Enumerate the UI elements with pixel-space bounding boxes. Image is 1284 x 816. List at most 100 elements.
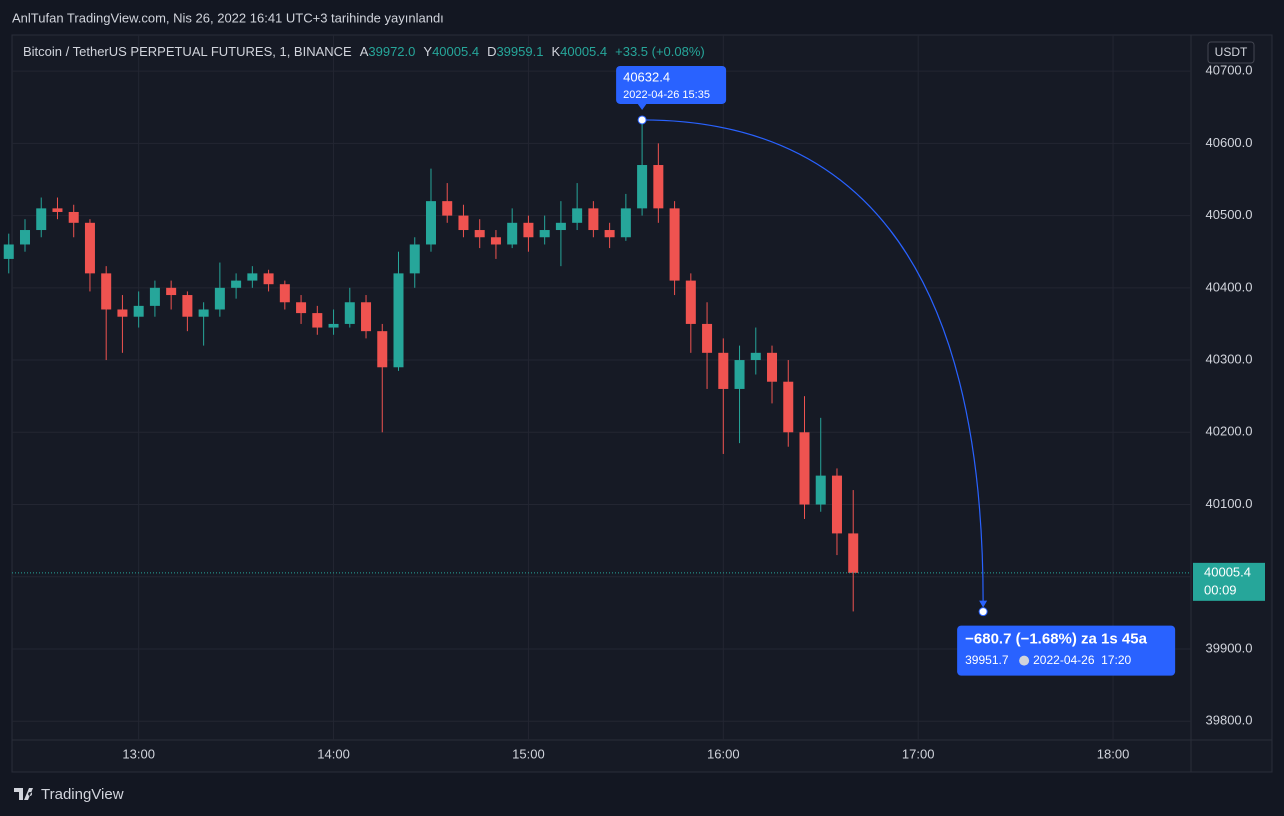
candle-body xyxy=(279,284,290,303)
candle-body xyxy=(685,280,696,324)
legend-label: A xyxy=(360,44,369,59)
x-tick-label: 13:00 xyxy=(122,746,155,761)
candle-body xyxy=(68,211,79,223)
y-tick-label: 40100.0 xyxy=(1206,496,1253,511)
last-price-label: 40005.4 xyxy=(1204,564,1251,579)
peak-price: 40632.4 xyxy=(623,69,670,84)
candle-body xyxy=(182,295,193,317)
candle-body xyxy=(572,208,583,223)
candle-body xyxy=(101,273,112,310)
y-tick-label: 40400.0 xyxy=(1206,279,1253,294)
candle-body xyxy=(604,230,615,238)
clock-icon xyxy=(1019,655,1030,666)
candle-body xyxy=(149,287,160,306)
y-tick-label: 40300.0 xyxy=(1206,351,1253,366)
candle-body xyxy=(36,208,47,231)
peak-point xyxy=(637,115,647,125)
candle-body xyxy=(3,244,14,259)
last-price-box xyxy=(1193,562,1265,601)
x-tick-label: 15:00 xyxy=(512,746,545,761)
candle-body xyxy=(669,208,680,281)
target-point xyxy=(978,607,988,617)
candle-body xyxy=(848,533,859,573)
candle-body xyxy=(702,323,713,353)
x-tick-label: 17:00 xyxy=(902,746,935,761)
candle-body xyxy=(490,237,501,245)
candle-body xyxy=(377,331,388,368)
candle-body xyxy=(166,287,177,296)
countdown: 00:09 xyxy=(1204,582,1237,597)
target-price: 39951.7 xyxy=(965,653,1009,667)
candle-body xyxy=(767,352,778,382)
candle-body xyxy=(198,309,209,317)
x-tick-label: 18:00 xyxy=(1097,746,1130,761)
publish-header: AnlTufan TradingView.com, Nis 26, 2022 1… xyxy=(12,10,444,25)
candle-body xyxy=(620,208,631,238)
candle-body xyxy=(117,309,128,317)
target-callout xyxy=(957,625,1176,676)
candle-body xyxy=(523,222,534,238)
candle-body xyxy=(831,475,842,534)
candle-body xyxy=(442,201,453,216)
candle-body xyxy=(783,381,794,433)
candle-body xyxy=(214,287,225,310)
legend-label: K xyxy=(551,44,560,59)
candle-body xyxy=(312,313,323,328)
currency[interactable]: USDT xyxy=(1215,45,1248,59)
candle-body xyxy=(19,230,30,245)
y-tick-label: 39900.0 xyxy=(1206,640,1253,655)
grid: 39800.039900.040000.040100.040200.040300… xyxy=(12,35,1253,761)
candle-body xyxy=(133,305,144,317)
brand: TradingView xyxy=(41,786,124,803)
candle-body xyxy=(815,475,826,505)
candle-body xyxy=(409,244,420,274)
candle-body xyxy=(637,165,648,209)
x-tick-label: 16:00 xyxy=(707,746,740,761)
candle-body xyxy=(361,302,372,332)
legend-value: 40005.4 xyxy=(432,44,479,59)
symbol: Bitcoin / TetherUS PERPETUAL FUTURES, 1,… xyxy=(23,44,352,59)
candle-body xyxy=(425,201,436,245)
candle-body xyxy=(750,352,761,361)
legend-value: 39972.0 xyxy=(368,44,415,59)
x-tick-label: 14:00 xyxy=(317,746,350,761)
y-tick-label: 40500.0 xyxy=(1206,207,1253,222)
target-time: 2022-04-26 17:20 xyxy=(1033,653,1131,667)
candle-body xyxy=(734,360,745,389)
candle-body xyxy=(344,302,355,324)
legend-label: D xyxy=(487,44,496,59)
currency-box[interactable] xyxy=(1207,41,1255,64)
candle-body xyxy=(555,222,566,231)
candle-body xyxy=(393,273,404,368)
candle-body xyxy=(296,302,307,314)
candle-body xyxy=(588,208,599,231)
peak-time: 2022-04-26 15:35 xyxy=(623,89,710,101)
legend-label: Y xyxy=(423,44,432,59)
y-tick-label: 40200.0 xyxy=(1206,424,1253,439)
candle-body xyxy=(507,222,518,245)
measure-arc xyxy=(642,119,984,603)
overlay: 40005.4 00:09 40632.4 2022-04-26 15:35 −680.… xyxy=(12,65,1265,676)
candle-body xyxy=(263,273,274,285)
legend-value: 40005.4 xyxy=(560,44,607,59)
candle-body xyxy=(799,432,810,505)
candle-body xyxy=(458,215,469,231)
y-tick-label: 40600.0 xyxy=(1206,135,1253,150)
candles xyxy=(3,119,859,612)
candle-body xyxy=(247,273,258,281)
y-tick-label: 40700.0 xyxy=(1206,63,1253,78)
callout-tip xyxy=(637,102,648,110)
candle-body xyxy=(653,165,664,209)
candle-body xyxy=(328,323,339,328)
candle-body xyxy=(718,352,729,389)
legend-value: 39959.1 xyxy=(496,44,543,59)
target-change: −680.7 (−1.68%) za 1s 45a xyxy=(965,631,1147,648)
candle-body xyxy=(84,222,95,274)
candle-body xyxy=(474,230,485,238)
symbol-legend: Bitcoin / TetherUS PERPETUAL FUTURES, 1,… xyxy=(23,44,705,59)
candle-body xyxy=(52,208,63,212)
arrow-head xyxy=(979,600,988,608)
peak-callout xyxy=(616,65,727,104)
